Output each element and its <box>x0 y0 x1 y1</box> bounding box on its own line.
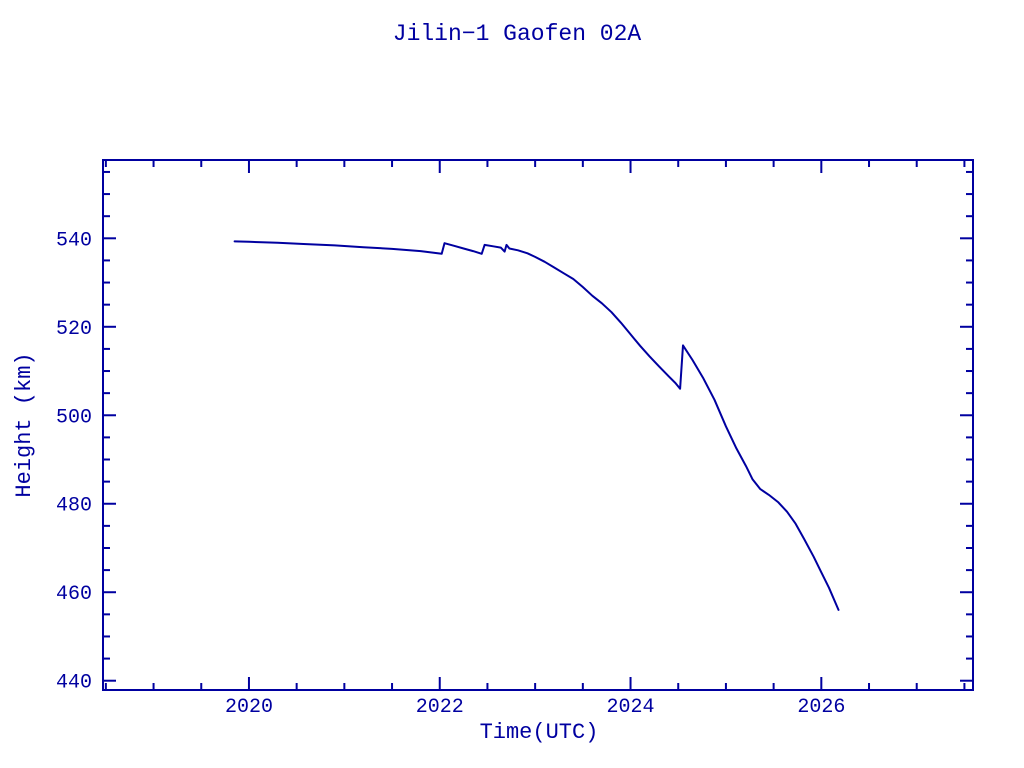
x-tick-label: 2022 <box>416 696 464 719</box>
y-tick-label: 480 <box>56 495 92 518</box>
x-tick-label: 2024 <box>607 696 655 719</box>
chart-title: Jilin−1 Gaofen 02A <box>393 21 642 47</box>
x-axis-label: Time(UTC) <box>480 720 599 745</box>
x-tick-label: 2020 <box>225 696 273 719</box>
y-tick-label: 440 <box>56 672 92 695</box>
plot-border <box>102 159 974 691</box>
x-tick-label: 2026 <box>797 696 845 719</box>
y-tick-label: 540 <box>56 229 92 252</box>
y-tick-label: 520 <box>56 318 92 341</box>
y-tick-label: 500 <box>56 406 92 429</box>
height-data-line <box>233 240 840 611</box>
y-axis-label: Height (km) <box>12 352 37 497</box>
plot-area: 2020 2022 2024 2026 440 460 480 500 520 540 <box>56 159 974 719</box>
y-tick-label: 460 <box>56 583 92 606</box>
